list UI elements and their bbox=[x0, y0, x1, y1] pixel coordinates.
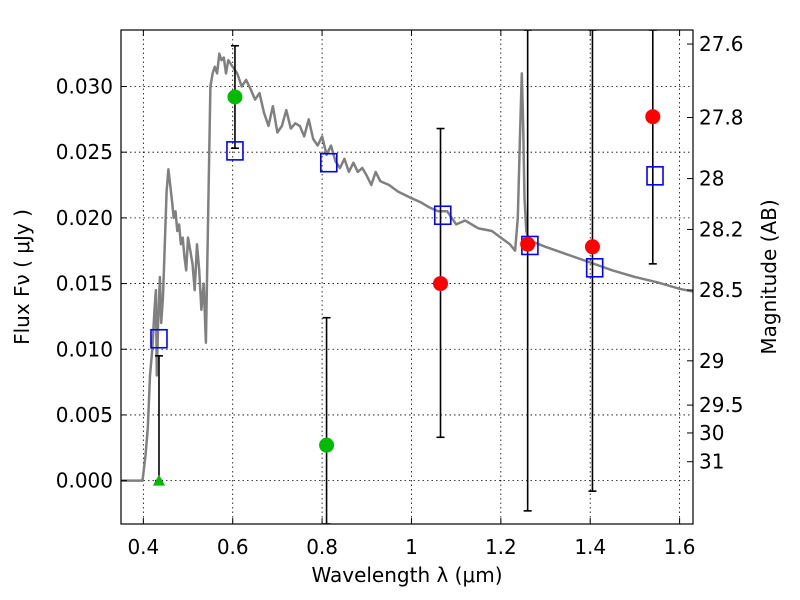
right-tick-label: 29 bbox=[699, 349, 724, 373]
y-tick-label: 0.020 bbox=[56, 206, 113, 230]
model-flux-square bbox=[646, 166, 664, 186]
right-tick-label: 28 bbox=[699, 167, 724, 191]
y-tick-label: 0.010 bbox=[56, 337, 113, 361]
y-tick-label: 0.030 bbox=[56, 74, 113, 98]
right-tick-label: 29.5 bbox=[699, 393, 744, 417]
y-axis-label: Flux Fν ( μJy ) bbox=[10, 209, 34, 345]
y-tick-label: 0.025 bbox=[56, 140, 113, 164]
plot-frame bbox=[120, 29, 694, 525]
y-axis-ticks: 0.000 0.005 0.010 0.015 0.020 0.025 0.030 bbox=[56, 74, 127, 493]
x-tick-label: 1.6 bbox=[664, 535, 696, 559]
observed-flux-red-point bbox=[433, 276, 449, 292]
observed-flux-green-point bbox=[319, 437, 335, 453]
x-tick-label: 0.6 bbox=[217, 535, 249, 559]
y-tick-label: 0.015 bbox=[56, 272, 113, 296]
model-flux-square bbox=[585, 258, 604, 278]
right-tick-label: 31 bbox=[699, 450, 724, 474]
x-tick-label: 1.2 bbox=[485, 535, 517, 559]
marker-layer bbox=[150, 89, 664, 486]
right-tick-label: 28.2 bbox=[699, 217, 744, 241]
right-tick-label: 27.6 bbox=[699, 32, 744, 56]
grid bbox=[121, 30, 693, 524]
right-tick-label: 28.5 bbox=[699, 278, 744, 302]
model-flux-square bbox=[150, 328, 168, 349]
x-axis-label: Wavelength λ (μm) bbox=[311, 563, 502, 587]
model-flux-square bbox=[433, 205, 452, 226]
observed-flux-red-point bbox=[520, 236, 536, 252]
right-tick-label: 27.8 bbox=[699, 106, 744, 130]
upper-limit-triangle bbox=[152, 474, 165, 486]
right-tick-label: 30 bbox=[699, 421, 724, 445]
x-tick-label: 1.4 bbox=[574, 535, 606, 559]
observed-flux-green-point bbox=[227, 89, 243, 105]
y-tick-label: 0.005 bbox=[56, 403, 113, 427]
right-axis-ticks: 27.6 27.8 28 28.2 28.5 29 29.5 30 31 bbox=[687, 32, 744, 474]
spectrum-line bbox=[121, 52, 693, 482]
x-tick-label: 0.4 bbox=[127, 535, 159, 559]
y-tick-label: 0.000 bbox=[56, 469, 113, 493]
model-flux-square bbox=[319, 152, 338, 173]
right-axis-label: Magnitude (AB) bbox=[757, 199, 781, 354]
x-tick-label: 0.8 bbox=[306, 535, 338, 559]
x-axis-ticks: 0.4 0.6 0.8 1 1.2 1.4 1.6 bbox=[127, 30, 696, 559]
model-flux-square bbox=[226, 141, 244, 161]
observed-flux-red-point bbox=[645, 109, 661, 125]
errorbar-layer bbox=[154, 30, 657, 524]
observed-flux-red-point bbox=[584, 239, 600, 255]
x-tick-label: 1 bbox=[405, 535, 418, 559]
spectrum-line-layer bbox=[121, 52, 693, 482]
